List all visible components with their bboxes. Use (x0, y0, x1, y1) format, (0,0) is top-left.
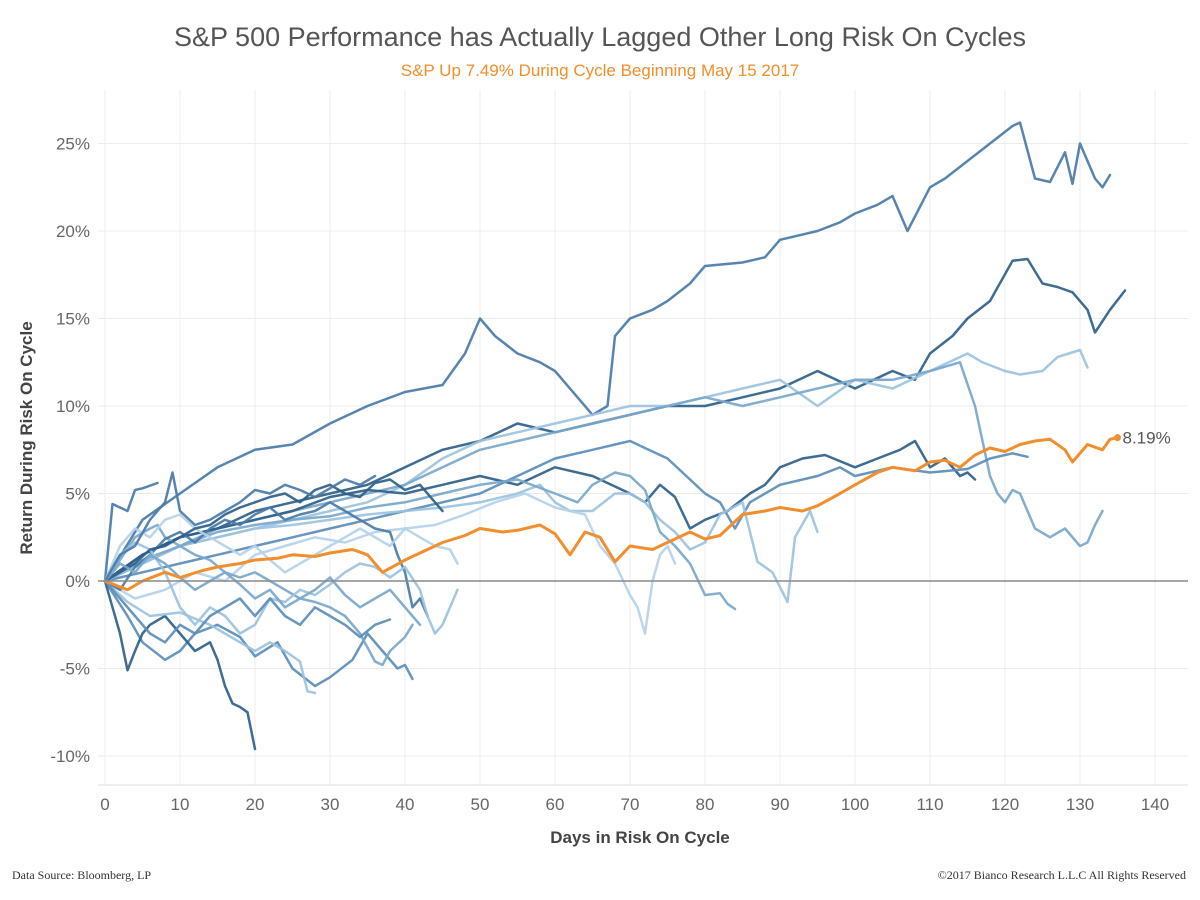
y-tick-label: -10% (50, 747, 90, 766)
x-tick-label: 40 (396, 795, 415, 814)
x-tick-label: 120 (991, 795, 1019, 814)
current-cycle-end-label: 8.19% (1123, 429, 1171, 448)
y-axis-label: Return During Risk On Cycle (17, 321, 36, 554)
x-tick-label: 70 (621, 795, 640, 814)
chart-subtitle: S&P Up 7.49% During Cycle Beginning May … (400, 61, 800, 80)
data-source-note: Data Source: Bloomberg, LP (12, 868, 152, 882)
historical-cycle-line (103, 439, 977, 583)
historical-cycle-line (103, 121, 1112, 583)
historical-cycle-line (103, 478, 444, 583)
x-tick-label: 80 (696, 795, 715, 814)
x-axis-label: Days in Risk On Cycle (550, 828, 730, 847)
historical-cycle-line (103, 579, 317, 695)
y-tick-label: 20% (56, 222, 90, 241)
historical-cycle-line (103, 523, 414, 667)
historical-cycle-line (103, 579, 392, 644)
historical-cycle-line (103, 471, 377, 583)
x-tick-label: 140 (1141, 795, 1169, 814)
x-tick-label: 50 (471, 795, 490, 814)
x-tick-label: 0 (100, 795, 109, 814)
x-tick-label: 20 (246, 795, 265, 814)
x-tick-label: 90 (771, 795, 790, 814)
y-tick-label: 25% (56, 135, 90, 154)
x-tick-label: 10 (171, 795, 190, 814)
historical-cycle-line (103, 579, 257, 751)
x-tick-label: 110 (916, 795, 943, 814)
historical-cycle-line (103, 553, 422, 627)
y-tick-label: 0% (65, 572, 90, 591)
historical-cycle-line (103, 361, 1104, 583)
historical-cycle-line (103, 541, 459, 635)
y-tick-label: -5% (60, 660, 90, 679)
historical-cycle-line (103, 471, 737, 611)
historical-cycle-line (103, 483, 819, 604)
current-cycle-end-marker (1114, 434, 1121, 442)
axes: 0 10 20 30 40 50 60 70 80 90 100 110 120 130 140 -10% -5… (50, 135, 1188, 814)
current-cycle-line (103, 436, 1119, 592)
y-tick-label: 5% (65, 485, 90, 504)
copyright-note: ©2017 Bianco Research L.L.C All Rights R… (937, 868, 1186, 882)
x-tick-label: 60 (546, 795, 565, 814)
historical-cycle-line (103, 257, 1127, 583)
historical-cycle-line (103, 513, 459, 583)
x-tick-label: 100 (841, 795, 869, 814)
historical-cycle-line (103, 579, 414, 688)
x-tick-label: 30 (321, 795, 340, 814)
historical-cycle-line (103, 481, 159, 583)
y-tick-label: 15% (56, 310, 90, 329)
grid (98, 90, 1188, 785)
series-lines (103, 121, 1127, 751)
y-tick-label: 10% (56, 397, 90, 416)
chart-title: S&P 500 Performance has Actually Lagged … (174, 22, 1026, 52)
historical-cycle-line (103, 501, 429, 618)
x-tick-label: 130 (1066, 795, 1094, 814)
